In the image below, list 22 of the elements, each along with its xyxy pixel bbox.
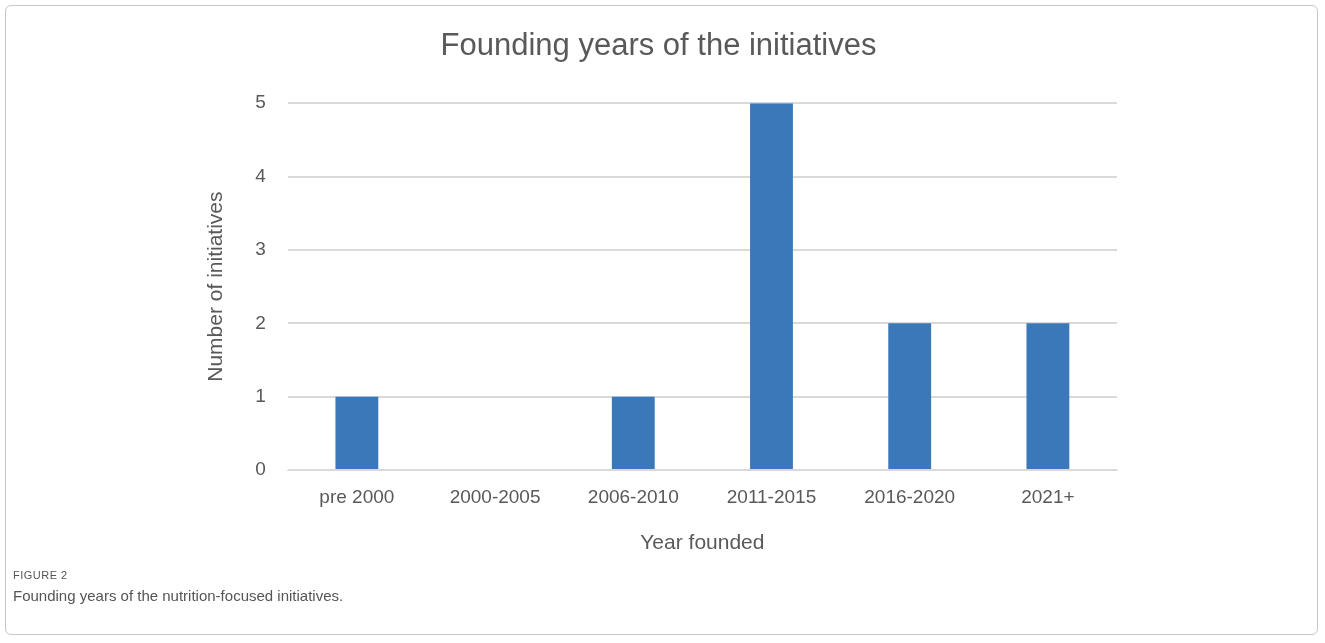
y-tick-label: 5 xyxy=(255,91,266,113)
bar xyxy=(750,103,793,469)
bar xyxy=(888,323,932,469)
y-axis-title: Number of initiatives xyxy=(203,191,227,382)
y-tick-label: 0 xyxy=(255,458,266,480)
x-tick-label: 2016-2020 xyxy=(864,485,956,507)
y-tick-label: 2 xyxy=(255,311,266,333)
x-tick-label: pre 2000 xyxy=(319,485,395,507)
bar xyxy=(335,396,379,469)
bar xyxy=(611,396,655,469)
x-tick-label: 2011-2015 xyxy=(726,485,817,507)
y-tick-label: 3 xyxy=(255,238,266,260)
x-tick-label: 2021+ xyxy=(1021,485,1075,507)
chart-title: Founding years of the initiatives xyxy=(440,27,877,63)
text: Founding years of the nutrition-focused initiatives. xyxy=(13,587,344,604)
x-axis-title: Year founded xyxy=(640,530,765,554)
y-tick-label: 1 xyxy=(255,384,266,406)
bar xyxy=(1026,323,1070,469)
x-tick-label: 2006-2010 xyxy=(587,485,679,507)
caption: FIGURE 2 xyxy=(13,569,69,581)
x-tick-label: 2000-2005 xyxy=(449,485,541,507)
y-tick-label: 4 xyxy=(255,164,267,186)
